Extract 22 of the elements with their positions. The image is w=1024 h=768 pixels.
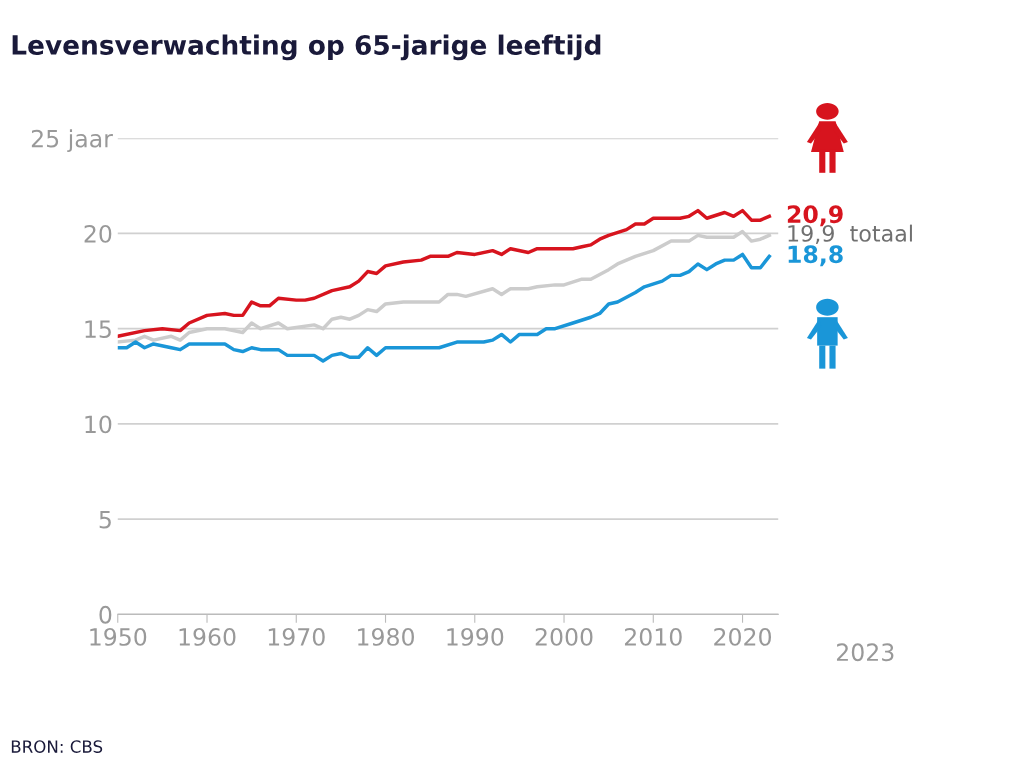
y-tick-label: 5 — [99, 510, 111, 529]
y-tick-label: 15 — [85, 320, 111, 339]
y-tick-label: 10 — [85, 415, 112, 434]
chart-title: Levensverwachting op 65-jarige leeftijd — [12, 34, 601, 61]
text: 19,9 totaal — [788, 224, 912, 245]
text: BRON: CBS — [11, 740, 103, 753]
x-tick-label: 2000 — [535, 628, 593, 646]
x-tick-label: 1960 — [179, 628, 236, 646]
text: 2023 — [836, 643, 894, 662]
data-label: 20,9 — [787, 205, 843, 227]
x-tick-label: 1970 — [268, 628, 325, 646]
x-tick-label: 1990 — [447, 628, 504, 646]
line-series — [117, 252, 772, 363]
x-tick-label: 2010 — [624, 628, 682, 646]
x-tick-label: 1950 — [90, 628, 147, 646]
x-tick-label: 2020 — [714, 628, 772, 646]
y-tick-label: 20 — [84, 224, 112, 243]
data-label: 18,8 — [788, 245, 843, 267]
line-series — [117, 208, 772, 339]
y-tick-label: 0 — [99, 605, 112, 624]
x-tick-label: 1980 — [358, 628, 414, 646]
y-tick-label: 25 jaar — [31, 129, 113, 153]
